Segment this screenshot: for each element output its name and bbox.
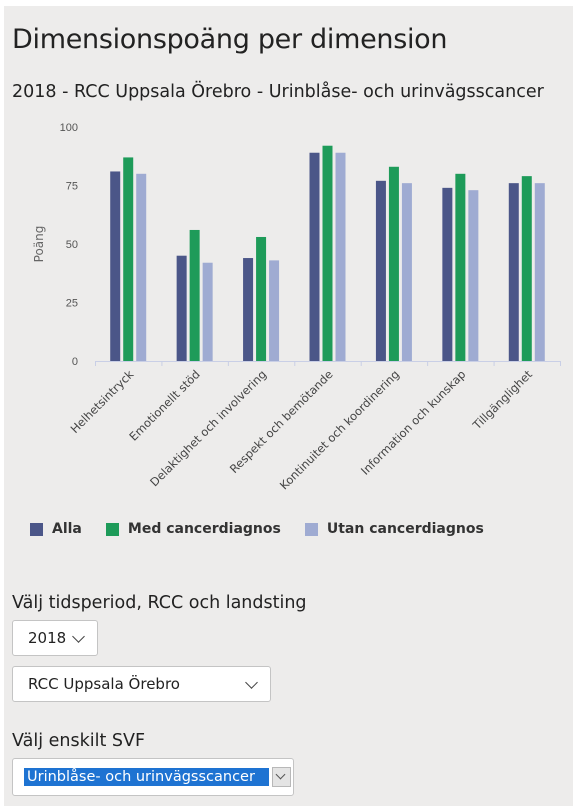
chevron-down-icon	[72, 630, 85, 643]
y-tick-label: 100	[60, 122, 78, 134]
bar-med	[123, 157, 134, 361]
bar-alla	[243, 258, 254, 361]
y-tick-label: 25	[66, 298, 78, 310]
legend-swatch-utan-cancerdiagnos	[304, 522, 318, 536]
bar-utan	[335, 152, 346, 361]
bar-med	[388, 166, 399, 361]
bar-alla	[442, 187, 453, 361]
bar-utan	[534, 183, 545, 361]
bar-utan	[269, 260, 280, 361]
bar-utan	[202, 262, 213, 361]
bar-alla	[508, 183, 519, 361]
legend-swatch-alla	[30, 522, 43, 536]
bar-med	[189, 229, 200, 361]
bar-alla	[110, 171, 121, 361]
legend-label-utan-cancerdiagnos: Utan cancerdiagnos	[326, 521, 484, 537]
page-title: Dimensionspoäng per dimension	[12, 24, 448, 55]
bar-med	[256, 236, 267, 361]
legend-item-med-cancerdiagnos[interactable]: Med cancerdiagnos	[105, 521, 281, 537]
bar-alla	[309, 152, 320, 361]
bar-alla	[176, 255, 187, 361]
svf-dropdown-button[interactable]	[272, 767, 291, 787]
y-tick-label: 0	[72, 356, 78, 368]
rcc-select[interactable]: RCC Uppsala Örebro	[12, 666, 271, 702]
y-tick-label: 75	[66, 181, 78, 193]
legend-item-utan-cancerdiagnos[interactable]: Utan cancerdiagnos	[304, 521, 484, 537]
chevron-down-icon	[275, 769, 286, 780]
svf-select[interactable]: Urinblåse- och urinvägsscancer	[12, 758, 294, 796]
legend-item-alla[interactable]: Alla	[30, 521, 82, 537]
legend-label-med-cancerdiagnos: Med cancerdiagnos	[127, 521, 281, 537]
y-axis-label: Poäng	[32, 226, 46, 263]
bar-med	[455, 173, 466, 361]
svf-section-label: Välj enskilt SVF	[12, 731, 146, 751]
legend-swatch-med-cancerdiagnos	[105, 522, 119, 536]
year-select-value: 2018	[28, 629, 67, 647]
bar-med	[322, 145, 333, 361]
legend-label-alla: Alla	[52, 521, 82, 537]
svf-select-value: Urinblåse- och urinvägsscancer	[24, 768, 269, 786]
x-tick-label: Helhetsintryck	[68, 367, 137, 436]
x-tick-label: Delaktighet och involvering	[147, 367, 269, 489]
y-tick-label: 50	[66, 239, 78, 251]
report-panel: Dimensionspoäng per dimension 2018 - RCC…	[4, 6, 573, 806]
bar-chart: 0 25 50 75 100 Poäng HelhetsintryckEmotionellt…	[32, 122, 561, 492]
year-select[interactable]: 2018	[12, 620, 98, 656]
chevron-down-icon	[245, 676, 258, 689]
chart-legend: Alla Med cancerdiagnos Utan cancerdiagno…	[30, 521, 508, 537]
bar-alla	[375, 180, 386, 361]
bar-utan	[401, 183, 412, 361]
bar-utan	[136, 173, 147, 361]
x-tick-label: Kontinuitet och koordinering	[277, 367, 402, 492]
period-section-label: Välj tidsperiod, RCC och landsting	[12, 593, 307, 613]
chart-title: 2018 - RCC Uppsala Örebro - Urinblåse- o…	[12, 82, 544, 102]
bar-utan	[468, 190, 479, 361]
x-tick-label: Tillgänglighet	[469, 367, 535, 433]
bar-med	[521, 176, 532, 361]
rcc-select-value: RCC Uppsala Örebro	[28, 675, 180, 693]
x-tick-label: Emotionellt stöd	[126, 367, 202, 443]
